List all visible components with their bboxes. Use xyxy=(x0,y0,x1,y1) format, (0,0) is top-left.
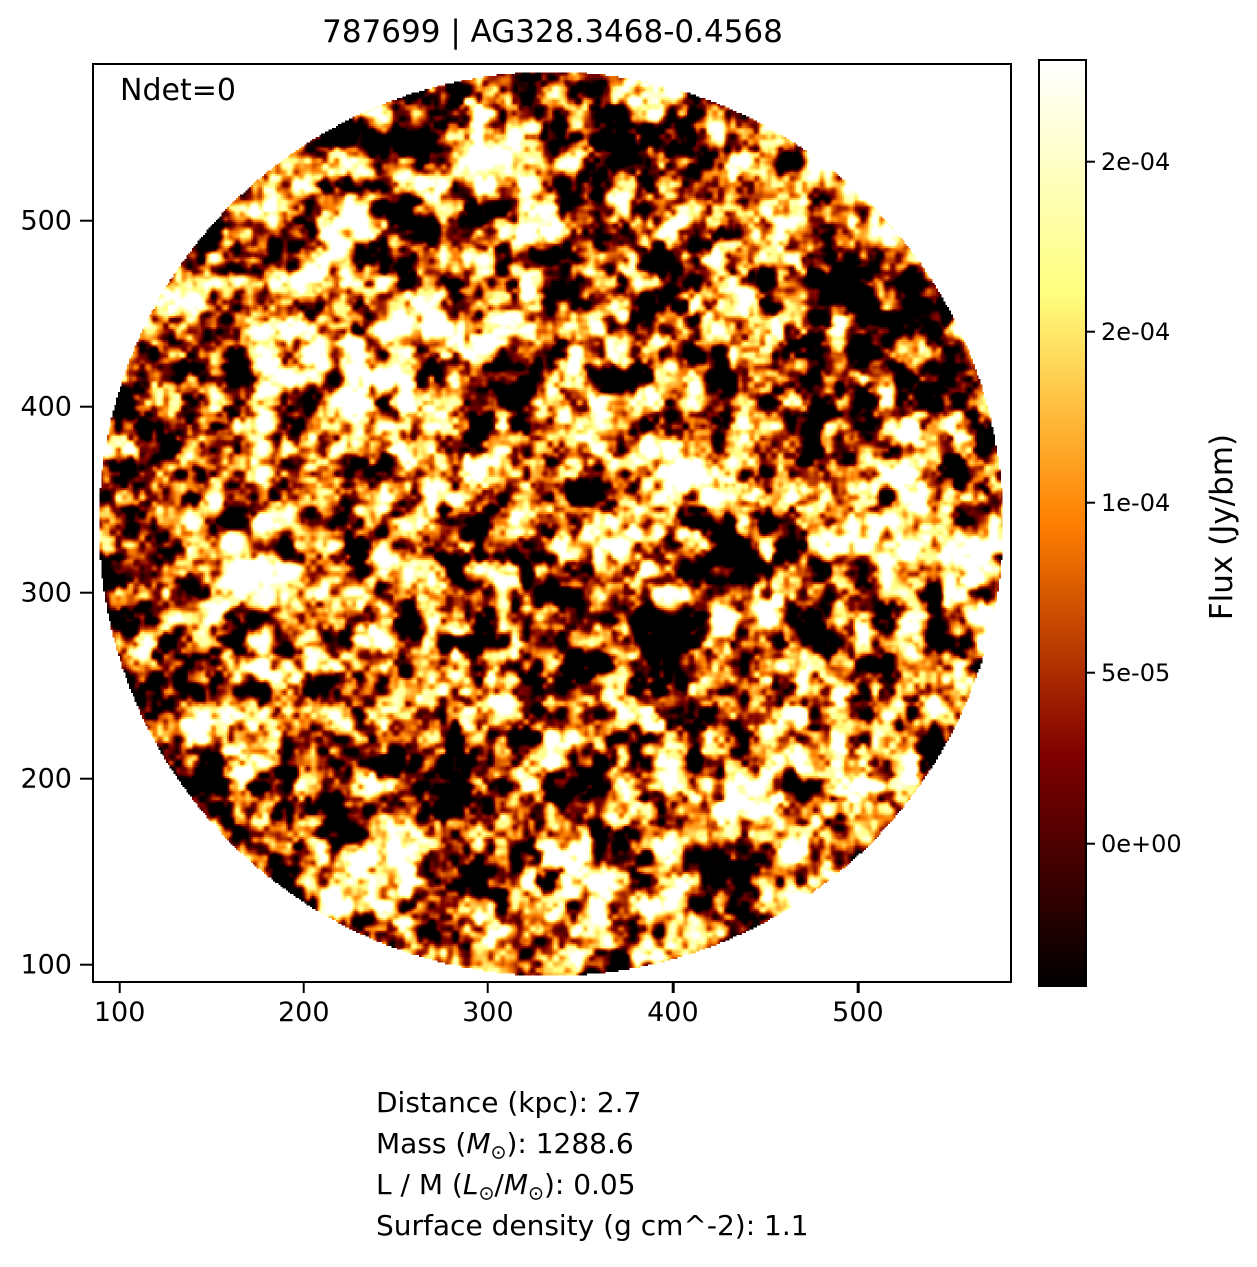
y-tick-label: 300 xyxy=(20,577,72,609)
info-text: M xyxy=(503,1168,528,1201)
info-text: Mass ( xyxy=(376,1127,467,1160)
colorbar-tick-mark xyxy=(1085,501,1095,504)
info-text: Distance (kpc): 2.7 xyxy=(376,1086,642,1119)
info-line: Distance (kpc): 2.7 xyxy=(376,1084,809,1125)
x-tick-label: 200 xyxy=(277,997,330,1028)
colorbar-tick-mark xyxy=(1085,842,1095,845)
colorbar-tick-mark xyxy=(1085,160,1095,163)
y-tick-mark xyxy=(80,405,92,408)
info-text: L / M ( xyxy=(376,1168,463,1201)
colorbar-tick-mark xyxy=(1085,671,1095,674)
figure-title: 787699 | AG328.3468-0.4568 xyxy=(322,14,783,50)
x-tick-label: 100 xyxy=(93,997,146,1028)
y-tick-mark xyxy=(80,963,92,966)
plot-area: Ndet=0 500 400 300 200 100 100 200 300 400 500 xyxy=(20,63,1012,1028)
info-line: Surface density (g cm^-2): 1.1 xyxy=(376,1207,809,1248)
x-tick-mark xyxy=(856,981,860,993)
x-tick-mark xyxy=(118,981,121,993)
info-text: L xyxy=(462,1168,479,1201)
y-tick-label: 100 xyxy=(20,949,72,980)
y-tick-mark xyxy=(80,591,92,594)
y-tick-label: 500 xyxy=(20,205,72,237)
y-tick-label: 200 xyxy=(20,763,72,795)
x-tick-mark xyxy=(671,981,675,993)
colorbar-tick-label: 2e-04 xyxy=(1101,317,1171,346)
y-tick-mark xyxy=(80,777,92,780)
colorbar-gradient xyxy=(1040,61,1085,985)
x-tick-mark xyxy=(486,981,490,993)
y-tick-mark xyxy=(80,219,92,223)
sun-symbol: ⊙ xyxy=(490,1141,507,1164)
colorbar xyxy=(1038,59,1095,987)
sun-symbol: ⊙ xyxy=(528,1182,544,1205)
flux-map-canvas xyxy=(94,65,1010,981)
source-metadata-block: Distance (kpc): 2.7 Mass (M⊙): 1288.6 L / … xyxy=(376,1084,809,1248)
info-text: / xyxy=(494,1168,504,1201)
info-text: ): 1288.6 xyxy=(506,1127,634,1160)
info-text: Surface density (g cm^-2): 1.1 xyxy=(376,1209,809,1242)
colorbar-tick-label: 5e-05 xyxy=(1101,658,1171,687)
info-line: L / M (L⊙/M⊙): 0.05 xyxy=(376,1166,809,1207)
sun-symbol: ⊙ xyxy=(478,1182,495,1205)
colorbar-axis-label: Flux (Jy/bm) xyxy=(1204,433,1240,621)
info-text: ): 0.05 xyxy=(543,1168,636,1201)
colorbar-tick-label: 0e+00 xyxy=(1101,829,1182,858)
x-tick-label: 300 xyxy=(462,997,514,1028)
info-line: Mass (M⊙): 1288.6 xyxy=(376,1125,809,1166)
x-tick-label: 400 xyxy=(647,997,699,1028)
ndet-annotation: Ndet=0 xyxy=(120,73,236,108)
y-tick-label: 400 xyxy=(20,391,72,423)
x-tick-mark xyxy=(302,981,306,993)
colorbar-tick-label: 2e-04 xyxy=(1101,147,1171,176)
x-tick-label: 500 xyxy=(832,997,884,1028)
colorbar-tick-label: 1e-04 xyxy=(1101,488,1171,517)
info-text: M xyxy=(466,1127,491,1160)
colorbar-tick-mark xyxy=(1085,330,1095,334)
